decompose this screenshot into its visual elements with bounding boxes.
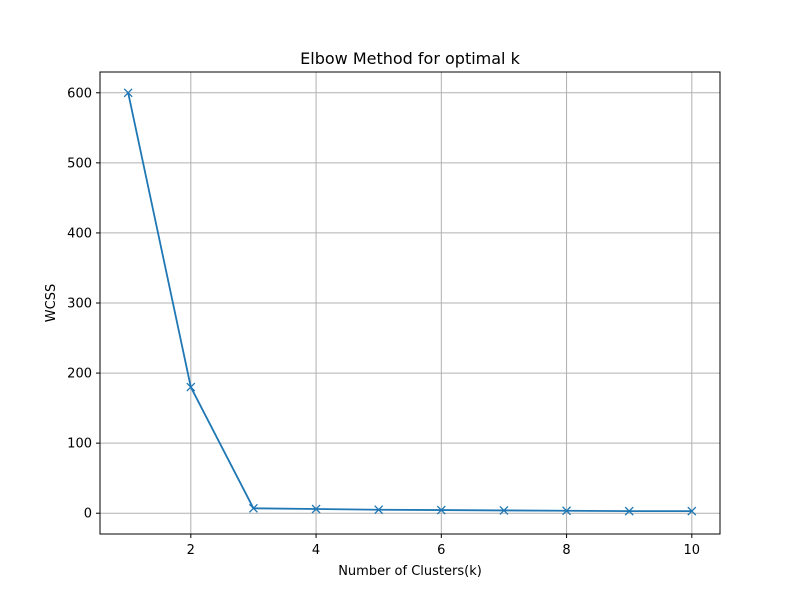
data-point-stroke — [624, 506, 634, 516]
marker-layer — [123, 88, 697, 516]
data-point-stroke — [436, 505, 446, 515]
x-tick-label: 10 — [684, 543, 701, 558]
y-tick-label: 400 — [67, 226, 92, 241]
data-point — [123, 88, 133, 98]
y-tick-label: 0 — [84, 507, 92, 522]
data-point — [248, 503, 258, 513]
y-tick-label: 300 — [67, 297, 92, 312]
chart-title: Elbow Method for optimal k — [300, 49, 520, 68]
data-point-stroke — [374, 505, 384, 515]
line-layer — [127, 92, 692, 513]
data-point — [436, 505, 446, 515]
data-point — [687, 506, 697, 516]
data-point — [624, 506, 634, 516]
y-tick-label: 600 — [67, 86, 92, 101]
data-point-stroke — [311, 504, 321, 514]
x-axis-label: Number of Clusters(k) — [338, 564, 482, 579]
data-point-stroke — [123, 88, 133, 98]
data-point-stroke — [186, 382, 196, 392]
data-point — [374, 505, 384, 515]
x-tick-label: 6 — [437, 543, 445, 558]
y-tick-label: 500 — [67, 156, 92, 171]
y-axis-label: WCSS — [44, 284, 59, 322]
data-point-stroke — [687, 506, 697, 516]
data-point-stroke — [248, 503, 258, 513]
data-point — [311, 504, 321, 514]
x-tick-label: 8 — [562, 543, 570, 558]
x-tick-label: 4 — [312, 543, 320, 558]
data-point — [499, 505, 509, 515]
y-tick-label: 100 — [67, 437, 92, 452]
data-point — [186, 382, 196, 392]
x-tick-label: 2 — [187, 543, 195, 558]
data-point — [562, 506, 572, 516]
data-point-stroke — [562, 506, 572, 516]
series-line — [127, 92, 692, 513]
data-point-stroke — [499, 505, 509, 515]
grid-layer — [100, 72, 720, 534]
y-tick-label: 200 — [67, 367, 92, 382]
